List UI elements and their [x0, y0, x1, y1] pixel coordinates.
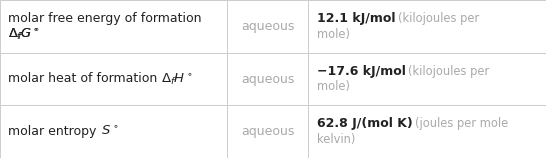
Text: mole): mole)	[317, 80, 349, 93]
Text: kelvin): kelvin)	[317, 133, 355, 146]
Text: (kilojoules per: (kilojoules per	[408, 65, 490, 78]
Text: aqueous: aqueous	[241, 73, 294, 85]
Text: mole): mole)	[317, 28, 349, 41]
Text: $\Delta_f G^\circ$: $\Delta_f G^\circ$	[8, 27, 39, 42]
Text: molar free energy of formation: molar free energy of formation	[8, 12, 201, 25]
Text: aqueous: aqueous	[241, 125, 294, 138]
Text: molar entropy: molar entropy	[8, 125, 100, 138]
Text: (joules per mole: (joules per mole	[415, 117, 508, 130]
Text: molar heat of formation: molar heat of formation	[8, 73, 162, 85]
Text: −17.6 kJ/mol: −17.6 kJ/mol	[317, 65, 406, 78]
Text: aqueous: aqueous	[241, 20, 294, 33]
Text: 12.1 kJ/mol: 12.1 kJ/mol	[317, 12, 395, 25]
Text: $S^\circ$: $S^\circ$	[100, 125, 118, 138]
Text: $\Delta_f H^\circ$: $\Delta_f H^\circ$	[162, 71, 193, 87]
Text: (kilojoules per: (kilojoules per	[398, 12, 479, 25]
Text: $\Delta_f G^\circ$: $\Delta_f G^\circ$	[8, 27, 40, 42]
Text: 62.8 J/(mol K): 62.8 J/(mol K)	[317, 117, 412, 130]
